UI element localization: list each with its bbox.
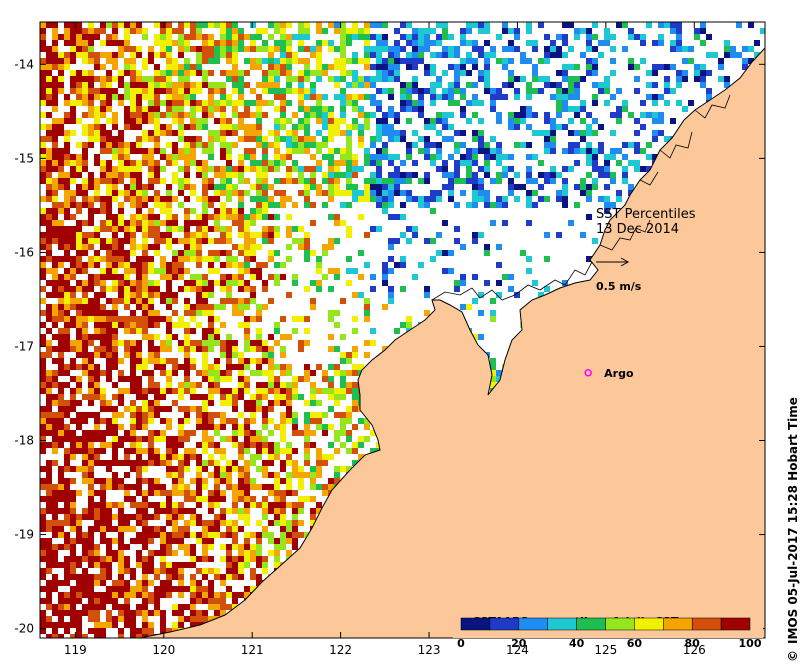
map-date: 13 Dec 2014 [596,222,679,237]
colorbar-tick-label: 80 [685,637,701,650]
colorbar-tick-label: 0 [457,637,465,650]
x-tick-label: 124 [506,643,529,657]
colorbar-swatch [691,617,722,631]
y-tick-label: -18 [14,434,34,448]
vector-scale-label: 0.5 m/s [596,280,642,293]
colorbar-swatch [720,617,751,631]
colorbar-swatch [547,617,577,631]
y-tick-label: -15 [14,151,34,165]
argo-float-marker [584,369,592,377]
colorbar-swatch [605,617,635,631]
colorbar-tick-label: 100 [739,637,762,650]
vector-scale-arrow [596,257,630,267]
axis-ticks: 119 120 121 122 123 124 125 126 -14 -15 -16 -17 -18 -… [14,22,765,657]
colorbar-tick-label: 20 [511,637,527,650]
copyright-symbol: © [786,650,800,662]
y-tick-label: -20 [14,622,34,636]
colorbar-tick-labels: 0 20 40 60 80 100 [457,637,762,650]
colorbar-swatch [518,617,548,631]
y-tick-label: -16 [14,245,34,259]
colorbar-swatch [634,617,664,631]
colorbar-tick-label: 40 [569,637,585,650]
colorbar: SSTAARS percentiles of daily SST 0204060… [453,610,763,650]
y-tick-label: -17 [14,339,34,353]
x-tick-label: 120 [152,643,175,657]
colorbar-tick-label: 60 [627,637,643,650]
colorbar-swatch [460,617,491,631]
y-tick-label: -19 [14,528,34,542]
colorbar-swatch [663,617,693,631]
colorbar-swatch [489,617,520,631]
y-tick-label: -14 [14,57,34,71]
plot-frame [39,21,766,639]
x-tick-label: 119 [64,643,87,657]
argo-label: Argo [604,367,634,380]
x-tick-label: 121 [241,643,264,657]
x-tick-label: 125 [594,643,617,657]
image-credit: IMOS 05-Jul-2017 15:28 Hobart Time [786,397,800,644]
x-tick-label: 122 [329,643,352,657]
coastline-detail [431,94,731,301]
x-tick-label: 123 [418,643,441,657]
land-mass [139,22,765,638]
x-tick-label: 126 [683,643,706,657]
colorbar-swatch [576,617,606,631]
colorbar-swatches [460,617,751,631]
map-title: SST Percentiles [596,207,696,222]
